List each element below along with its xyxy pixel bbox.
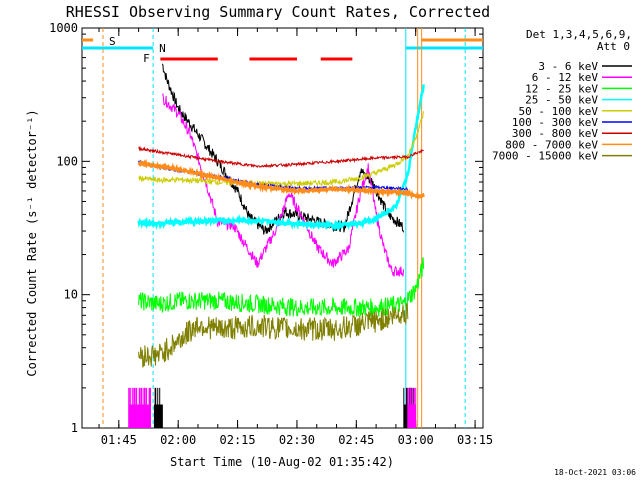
legend-label: 25 - 50 keV [525,94,598,107]
footer-date: 18-Oct-2021 03:06 [554,468,636,477]
legend-label: 6 - 12 keV [532,71,599,84]
y-tick-label: 10 [64,288,78,302]
x-tick-label: 02:45 [338,433,374,447]
x-tick-label: 03:15 [457,433,493,447]
legend-label: 7000 - 15000 keV [492,150,598,163]
plot-area: 1 10 100 1000 01:45 02:00 02:15 02:30 02:45 03:00… [49,21,493,447]
x-tick-label: 01:45 [101,433,137,447]
legend-label: 50 - 100 keV [519,105,599,118]
flag-label-flare: F [143,52,150,65]
series-line-8 [138,302,409,368]
series-line-0 [161,63,405,235]
legend-label: 3 - 6 keV [538,60,598,73]
x-tick-label: 02:15 [220,433,256,447]
legend-label: 100 - 300 keV [512,116,598,129]
series-line-2 [138,257,425,317]
flag-label-saa: S [109,35,116,48]
x-tick-label: 02:30 [279,433,315,447]
legend-label: 12 - 25 keV [525,82,598,95]
y-tick-label: 1 [71,421,78,435]
legend-label: 800 - 7000 keV [505,138,598,151]
flag-label-night: N [159,42,166,55]
legend-header-line1: Det 1,3,4,5,6,9, [526,28,632,41]
legend-label: 300 - 800 keV [512,127,598,140]
y-tick-label: 100 [56,154,78,168]
plot-frame [81,27,484,429]
x-axis-label: Start Time (10-Aug-02 01:35:42) [170,455,394,469]
x-tick-label: 03:00 [398,433,434,447]
x-tick-label: 02:00 [160,433,196,447]
series-line-7 [137,158,425,200]
y-tick-label: 1000 [49,21,78,35]
legend-header-line2: Att 0 [597,40,630,53]
series-line-3 [137,84,425,232]
y-axis-label: Corrected Count Rate (s⁻¹ detector⁻¹) [25,109,39,376]
chart-title: RHESSI Observing Summary Count Rates, Co… [66,3,490,21]
series-line-6 [138,145,424,169]
